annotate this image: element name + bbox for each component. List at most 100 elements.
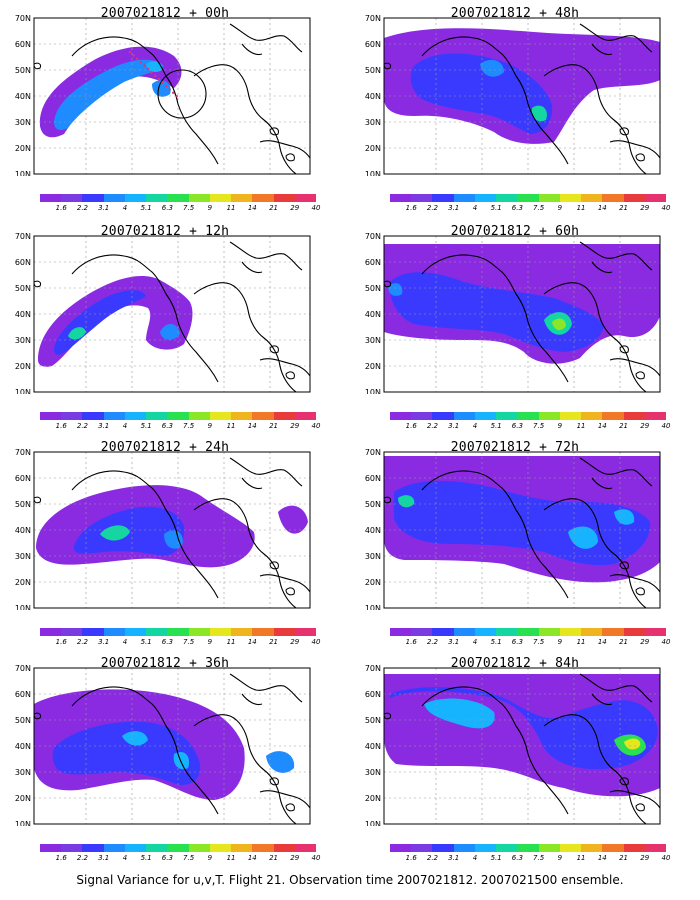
coastline	[579, 673, 653, 703]
colorbar-swatch	[61, 412, 83, 420]
variance-contour	[38, 276, 193, 367]
colorbar-swatch	[390, 194, 412, 202]
colorbar-tick-label: 9	[207, 204, 213, 212]
colorbar-tick-label: 29	[640, 854, 650, 862]
colorbar-tick-label: 6.3	[511, 638, 523, 646]
colorbar	[390, 844, 667, 852]
flight-track-point	[157, 78, 160, 81]
colorbar	[390, 628, 667, 636]
island-outline	[285, 153, 295, 162]
latitude-tick-label: 60N	[365, 258, 381, 267]
latitude-tick-label: 50N	[365, 716, 381, 725]
colorbar-tick-label: 29	[290, 854, 300, 862]
colorbar-tick-label: 5.1	[140, 638, 152, 646]
panel-title: 2007021812 + 24h	[100, 440, 230, 455]
colorbar-swatch	[167, 412, 189, 420]
colorbar-tick-label: 14	[247, 422, 257, 430]
latitude-tick-label: 40N	[365, 526, 381, 535]
latitude-tick-label: 20N	[15, 362, 31, 371]
latitude-tick-label: 50N	[365, 66, 381, 75]
colorbar-tick-label: 9	[557, 422, 563, 430]
colorbar	[40, 412, 317, 420]
latitude-tick-label: 40N	[365, 742, 381, 751]
latitude-tick-label: 60N	[15, 690, 31, 699]
colorbar-swatch	[146, 194, 168, 202]
colorbar-tick-label: 7.5	[183, 854, 195, 862]
island-outline	[269, 345, 279, 354]
latitude-tick-label: 70N	[365, 14, 381, 23]
colorbar-swatch	[209, 628, 232, 636]
colorbar-tick-label: 5.1	[490, 422, 502, 430]
latitude-tick-label: 30N	[15, 768, 31, 777]
colorbar-swatch	[61, 194, 83, 202]
colorbar-swatch	[474, 194, 497, 202]
colorbar-swatch	[82, 844, 104, 852]
colorbar-tick-labels: 1.6 2.2 3.1 4 5.1 6.3 7.5 9 11 14 21 29 40	[390, 422, 671, 432]
colorbar-tick-label: 11	[576, 422, 586, 430]
colorbar-tick-label: 4	[122, 638, 128, 646]
flight-track-point	[172, 91, 175, 95]
colorbar-tick-labels: 1.6 2.2 3.1 4 5.1 6.3 7.5 9 11 14 21 29 40	[390, 854, 671, 864]
latitude-tick-label: 60N	[365, 474, 381, 483]
coastline	[229, 23, 303, 53]
colorbar-swatch	[581, 628, 603, 636]
colorbar-tick-label: 40	[661, 204, 671, 212]
colorbar-swatch	[602, 628, 624, 636]
colorbar-swatch	[623, 844, 645, 852]
colorbar-swatch	[474, 412, 497, 420]
colorbar-swatch	[496, 628, 518, 636]
colorbar-tick-label: 40	[661, 422, 671, 430]
colorbar-swatch	[559, 844, 582, 852]
latitude-tick-label: 60N	[15, 258, 31, 267]
colorbar-swatch	[474, 628, 497, 636]
variance-contour	[52, 721, 201, 786]
island-outline	[269, 127, 279, 136]
colorbar-swatch	[390, 628, 412, 636]
coastline	[609, 790, 660, 809]
latitude-tick-label: 50N	[365, 284, 381, 293]
map-plot: 70N60N50N40N30N20N10N180160W140W120W100W…	[15, 664, 311, 826]
latitude-tick-label: 20N	[365, 794, 381, 803]
map-plot: 70N60N50N40N30N20N10N180160W140W120W100W…	[15, 232, 311, 394]
forecast-panel-84h: 2007021812 + 84h70N60N50N40N30N20N10N180…	[350, 656, 680, 876]
colorbar-tick-label: 4	[122, 204, 128, 212]
colorbar-tick-label: 7.5	[183, 422, 195, 430]
coastline	[609, 574, 660, 593]
colorbar-tick-label: 7.5	[183, 204, 195, 212]
variance-contour	[531, 105, 547, 122]
colorbar-tick-label: 11	[576, 638, 586, 646]
latitude-tick-label: 10N	[15, 820, 31, 826]
colorbar-tick-label: 21	[619, 854, 628, 862]
variance-contour	[173, 751, 190, 770]
colorbar	[40, 628, 317, 636]
map-plot: 70N60N50N40N30N20N10N180160W140W120W100W…	[365, 664, 661, 826]
colorbar-tick-label: 5.1	[490, 204, 502, 212]
island-outline	[34, 280, 41, 288]
colorbar-swatch	[602, 412, 624, 420]
colorbar-swatch	[82, 194, 104, 202]
colorbar-tick-label: 21	[619, 422, 628, 430]
map-frame	[33, 451, 311, 609]
island-outline	[619, 127, 629, 136]
variance-contour	[410, 53, 553, 134]
variance-contour	[480, 59, 504, 77]
colorbar	[40, 844, 317, 852]
colorbar-tick-label: 3.1	[98, 204, 110, 212]
latitude-tick-label: 50N	[15, 284, 31, 293]
variance-contour	[68, 327, 86, 340]
colorbar-swatch	[273, 628, 295, 636]
coastline	[193, 282, 297, 392]
colorbar-tick-label: 2.2	[426, 422, 439, 430]
latitude-tick-label: 70N	[365, 232, 381, 241]
colorbar-tick-label: 29	[290, 422, 300, 430]
colorbar-swatch	[538, 412, 560, 420]
colorbar-swatch	[124, 194, 147, 202]
colorbar-swatch	[538, 628, 560, 636]
coastline	[609, 358, 660, 377]
colorbar-tick-label: 14	[597, 422, 607, 430]
latitude-tick-label: 40N	[15, 92, 31, 101]
colorbar-tick-label: 11	[576, 854, 586, 862]
colorbar-tick-label: 6.3	[511, 422, 523, 430]
colorbar-swatch	[103, 844, 125, 852]
colorbar-swatch	[61, 844, 83, 852]
